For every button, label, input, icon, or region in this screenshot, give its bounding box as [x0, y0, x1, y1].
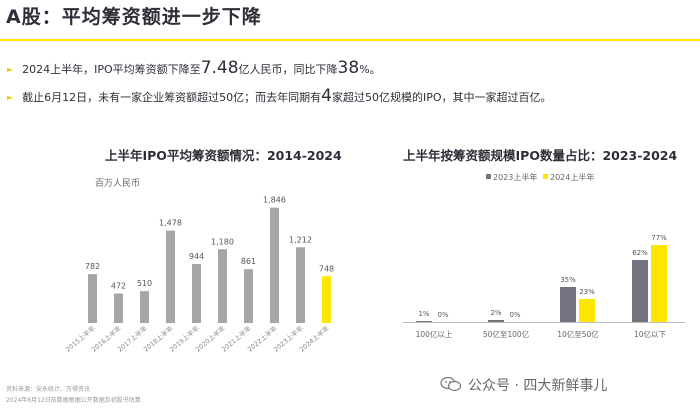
bar-2023: [488, 320, 504, 322]
data-label: 472: [111, 282, 126, 291]
tick-label: 50亿至100亿: [483, 329, 530, 339]
bullet-2-text-2: 家超过50亿规模的IPO，其中一家超过百亿。: [331, 91, 552, 104]
bar: [88, 274, 97, 323]
bar: [244, 269, 253, 323]
data-label: 62%: [632, 249, 648, 257]
bar: [296, 247, 305, 323]
watermark: 公众号 · 四大新鲜事儿: [440, 375, 607, 395]
chart-2-svg: 1% 0% 100亿以上 2% 0% 50亿至100亿 35%23% 10亿至50亿 62%77…: [403, 234, 685, 339]
bar: [140, 291, 149, 323]
page-title: A股：平均筹资额进一步下降: [6, 6, 262, 28]
bar: [270, 207, 279, 323]
bullet-marker-icon: ►: [7, 93, 14, 102]
bar-2023: [416, 321, 432, 322]
bullet-1-highlight-2: 38: [337, 58, 360, 78]
chart-2-legend-2: 2024上半年: [543, 172, 594, 183]
chart-2-title: 上半年按筹资额规模IPO数量占比：2023-2024: [403, 148, 678, 163]
data-label: 77%: [651, 234, 667, 242]
data-label: 0%: [509, 311, 520, 319]
tick-label: 100亿以上: [416, 329, 453, 339]
data-label: 1,180: [211, 237, 234, 246]
bar: [322, 276, 331, 323]
data-label: 1,846: [263, 196, 286, 205]
bar: [114, 293, 123, 323]
data-label: 1,212: [289, 235, 312, 244]
chart-1-unit: 百万人民币: [95, 179, 141, 189]
bullet-1-text-3: %。: [359, 63, 381, 76]
bullet-1-highlight: 7.48: [200, 58, 239, 78]
title-underline: [0, 39, 700, 41]
bar-2023: [632, 260, 648, 322]
watermark-text: 公众号 · 四大新鲜事儿: [468, 378, 608, 394]
data-label: 782: [85, 262, 100, 271]
data-label: 861: [241, 257, 256, 266]
bullet-2-highlight: 4: [321, 86, 332, 106]
bar: [166, 230, 175, 323]
bar-2024: [651, 245, 667, 322]
legend-swatch-icon: [543, 174, 548, 179]
bullet-2: ► 截止6月12日，未有一家企业筹资额超过50亿；而去年同期有4家超过50亿规模的…: [7, 86, 552, 106]
data-label: 0%: [437, 311, 448, 319]
data-label: 35%: [560, 276, 576, 284]
wechat-icon: [440, 376, 462, 392]
chart-1-svg: 7822015上半年4722016上半年5102017上半年1,4782018上…: [63, 196, 334, 354]
data-label: 1,478: [159, 219, 182, 228]
data-label: 2%: [490, 309, 501, 317]
bar-2023: [560, 287, 576, 322]
bullet-1-text-2: 亿人民币，同比下降: [238, 63, 338, 76]
bar-2024: [579, 299, 595, 322]
bullet-1-text: 2024上半年，IPO平均筹资额下降至: [22, 63, 201, 76]
bullet-1: ► 2024上半年，IPO平均筹资额下降至7.48亿人民币，同比下降38%。: [7, 58, 381, 78]
chart-1-title: 上半年IPO平均筹资额情况：2014-2024: [105, 148, 342, 163]
data-label: 944: [189, 252, 204, 261]
data-label: 748: [319, 264, 334, 273]
chart-2-legend-2-label: 2024上半年: [550, 173, 595, 182]
bullet-marker-icon: ►: [7, 65, 14, 74]
legend-swatch-icon: [486, 174, 491, 179]
data-label: 510: [137, 279, 152, 288]
chart-2-legend-1-label: 2023上半年: [493, 173, 538, 182]
data-label: 23%: [579, 288, 595, 296]
tick-label: 10亿以下: [634, 329, 667, 339]
bullet-2-text: 截止6月12日，未有一家企业筹资额超过50亿；而去年同期有: [22, 91, 322, 104]
bar: [218, 249, 227, 323]
bar: [192, 264, 201, 323]
footnote-note: 2024年6月12日前数据根据公开数据及初股书估算: [6, 397, 141, 404]
chart-2-legend-1: 2023上半年: [486, 172, 537, 183]
data-label: 1%: [418, 310, 429, 318]
tick-label: 10亿至50亿: [557, 329, 599, 339]
footnote-source: 资料来源：安永统计、万得资讯: [6, 386, 91, 393]
